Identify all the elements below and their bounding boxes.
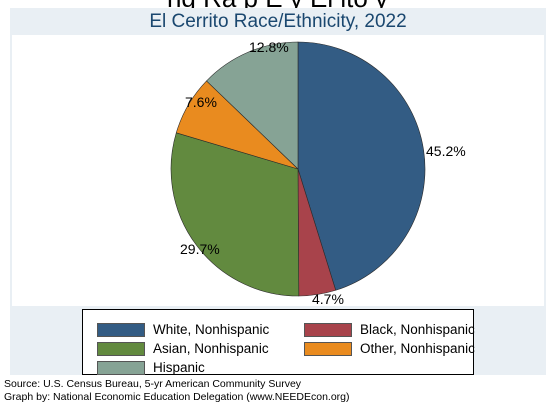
source-note: Source: U.S. Census Bureau, 5-yr America… <box>4 378 350 404</box>
slice-label: 45.2% <box>426 143 466 159</box>
chart-figure: El Cerrito Race/Ethnicity, 2022 45.2% 4.7… <box>10 8 546 375</box>
pie-slices <box>171 42 425 296</box>
plot-area: 45.2% 4.7% 29.7% 7.6% 12.8% <box>12 35 544 306</box>
pie-chart: 45.2% 4.7% 29.7% 7.6% 12.8% <box>12 35 544 306</box>
slice-label: 12.8% <box>249 39 289 55</box>
legend-label: Asian, Nonhispanic <box>153 341 269 356</box>
slice-label: 29.7% <box>180 241 220 257</box>
chart-legend: White, Nonhispanic Black, Nonhispanic Asia… <box>82 309 474 375</box>
legend-swatch <box>97 323 145 337</box>
legend-label: Other, Nonhispanic <box>360 341 475 356</box>
slice-label: 7.6% <box>185 94 217 110</box>
slice-label: 4.7% <box>312 291 344 306</box>
legend-label: Hispanic <box>153 360 205 375</box>
source-line: Source: U.S. Census Bureau, 5-yr America… <box>4 378 350 391</box>
chart-title: El Cerrito Race/Ethnicity, 2022 <box>10 11 546 33</box>
credit-line: Graph by: National Economic Education De… <box>4 391 350 404</box>
legend-label: Black, Nonhispanic <box>360 322 475 337</box>
legend-label: White, Nonhispanic <box>153 322 269 337</box>
legend-swatch <box>304 342 352 356</box>
legend-swatch <box>97 342 145 356</box>
legend-swatch <box>304 323 352 337</box>
legend-swatch <box>97 361 145 375</box>
